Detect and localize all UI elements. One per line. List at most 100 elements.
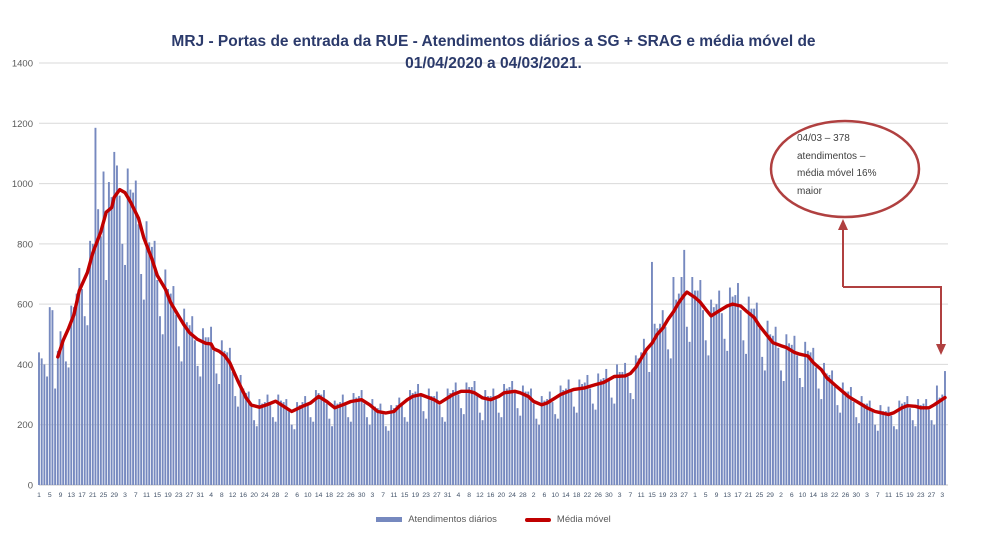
x-axis-label: 18 [820,492,828,499]
bar [876,430,879,485]
bar [581,384,584,485]
bar [793,335,796,485]
bar [659,323,661,485]
bar [935,385,938,485]
bar [223,350,226,485]
bar [651,261,653,485]
bar [917,399,920,485]
x-axis-label: 3 [618,492,622,499]
bar [503,384,506,485]
annotation-line: 04/03 – 378 [797,133,850,144]
bar [446,388,449,485]
x-axis-label: 20 [498,492,506,499]
x-axis-label: 27 [928,492,936,499]
bar [812,347,815,485]
bar [107,182,110,485]
legend-item-media-movel: Média móvel [524,514,611,525]
x-axis-label: 26 [594,492,602,499]
bar [879,405,882,485]
bar [207,337,210,485]
bar [210,326,213,485]
bar [441,417,444,485]
bar [296,402,299,485]
bar [538,424,540,485]
annotation-line: maior [797,185,823,197]
bar [97,209,100,485]
chart-legend: Atendimentos diários Média móvel [39,514,948,525]
x-axis-label: 29 [111,492,119,499]
x-axis-label: 2 [284,492,288,499]
bar [67,367,70,485]
bar [591,403,594,485]
bar [833,387,836,485]
x-axis-label: 11 [885,492,892,499]
bar [185,322,188,485]
x-axis-label: 27 [186,492,194,499]
x-axis-label: 24 [261,492,269,499]
bar [866,403,868,485]
bar [626,376,629,485]
x-axis-label: 30 [853,492,861,499]
bar [911,420,914,485]
bar [242,388,245,485]
bar [903,402,906,485]
bar [102,171,105,485]
bar [892,426,895,485]
x-axis-label: 2 [532,492,536,499]
x-axis-label: 10 [551,492,559,499]
x-axis-label: 17 [78,492,86,499]
bars-series [38,127,946,486]
bar [417,384,420,485]
bar [288,411,290,485]
x-axis-label: 14 [315,492,323,499]
bar [554,414,557,485]
bar [497,412,500,485]
bar [202,328,204,485]
bar [769,334,772,485]
x-axis-label: 5 [704,492,708,499]
bar [132,192,135,486]
bar [99,236,102,485]
x-axis-label: 23 [670,492,678,499]
bar [306,405,309,485]
x-axis-label: 3 [940,492,944,499]
bar [398,397,401,485]
bar [602,377,605,485]
bar [656,328,659,485]
bar [390,405,393,485]
bar [755,302,758,485]
bar [153,240,156,485]
bar [680,277,683,485]
bar [672,277,675,485]
bar [734,295,737,485]
bar [564,388,567,485]
x-axis-label: 21 [745,492,753,499]
y-axis-label: 600 [17,300,33,311]
bar [285,399,288,485]
bar [159,316,161,485]
bar [556,418,559,485]
x-axis-label: 6 [295,492,299,499]
bar [212,350,215,485]
bar [938,397,941,485]
bar [156,280,159,485]
bar [589,388,592,485]
x-axis-label: 7 [134,492,138,499]
x-axis-label: 11 [638,492,645,499]
x-axis-label: 22 [831,492,839,499]
bar [422,411,425,485]
bar [226,352,229,485]
bar [728,287,731,485]
bar [613,403,616,485]
bar [573,406,575,485]
x-axis-label: 8 [220,492,224,499]
bar [930,420,933,485]
bar [820,399,823,485]
bar [175,314,178,485]
bar [667,349,670,485]
x-axis-label: 9 [59,492,63,499]
bar [468,387,471,485]
x-axis-label: 25 [756,492,764,499]
bar [798,377,801,485]
bar [839,412,842,485]
